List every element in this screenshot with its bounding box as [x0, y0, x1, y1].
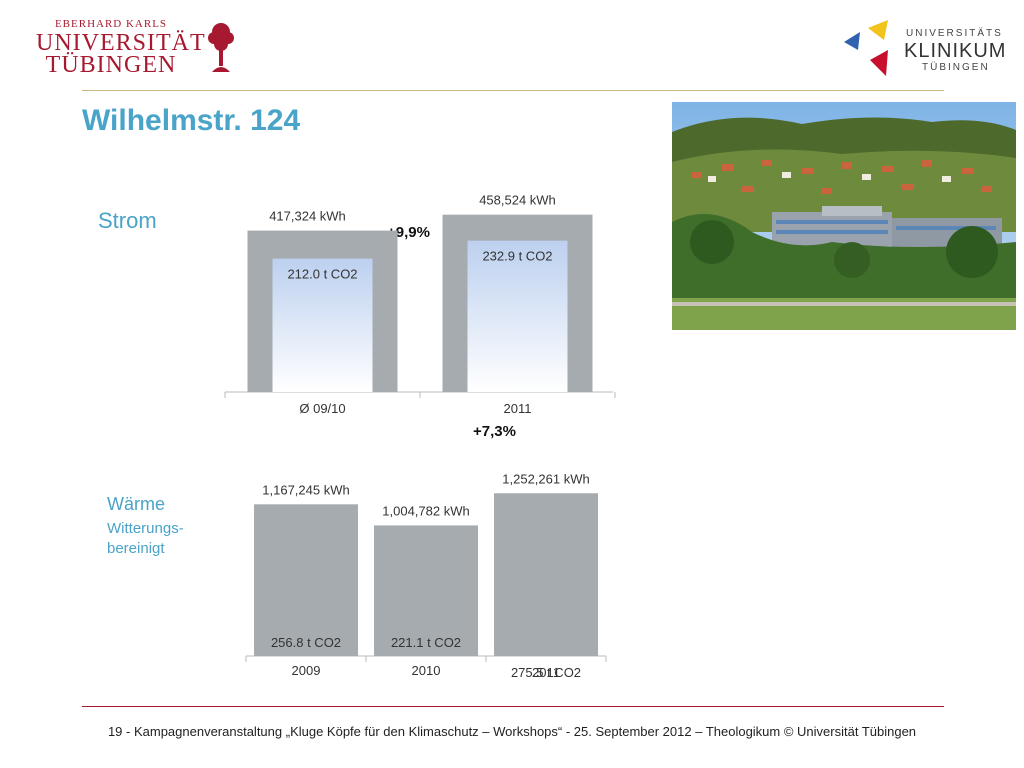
co2-data-label: 232.9 t CO2: [482, 249, 552, 264]
kwh-data-label: 417,324 kWh: [269, 209, 346, 224]
footer-text: 19 - Kampagnenveranstaltung „Kluge Köpfe…: [107, 724, 917, 739]
kwh-data-label: 458,524 kWh: [479, 195, 556, 208]
x-tick-label: 2011: [532, 665, 560, 680]
university-logo-line3: TÜBINGEN: [45, 52, 177, 78]
x-tick-label: Ø 09/10: [299, 401, 345, 416]
header-divider: [82, 90, 944, 91]
kwh-bar: [494, 493, 598, 656]
waerme-chart: 1,167,245 kWh 256.8 t CO2 2009 1,004,782 kW…: [245, 471, 607, 680]
klinikum-logo: UNIVERSITÄTS KLINIKUM TÜBINGEN: [840, 20, 1010, 80]
co2-bar: [272, 258, 373, 392]
strom-chart: 212.0 t CO2 417,324 kWh Ø 09/10 232.9 t CO2…: [224, 195, 616, 416]
kwh-data-label: 1,167,245 kWh: [262, 482, 349, 497]
strom-change-label: +9,9%: [387, 224, 430, 241]
co2-bar: [467, 240, 568, 392]
university-logo-line2: UNIVERSITÄT: [36, 30, 206, 56]
kwh-data-label: 1,252,261 kWh: [502, 471, 589, 486]
palm-tree-icon: [208, 23, 234, 72]
waerme-label: Wärme: [107, 494, 165, 514]
co2-data-label: 256.8 t CO2: [271, 635, 341, 650]
university-logo-line1: EBERHARD KARLS: [54, 18, 168, 30]
co2-data-label: 221.1 t CO2: [391, 635, 461, 650]
x-tick-label: 2011: [504, 401, 532, 416]
waerme-sublabel-line2: bereinigt: [107, 540, 165, 557]
klinikum-arrows-icon: [844, 20, 888, 76]
klinikum-logo-line1: UNIVERSITÄTS: [906, 28, 1003, 39]
x-tick-label: 2009: [292, 663, 321, 678]
page-title: Wilhelmstr. 124: [82, 104, 301, 137]
university-logo: EBERHARD KARLS UNIVERSITÄT TÜBINGEN: [36, 18, 246, 78]
strom-label: Strom: [98, 208, 157, 233]
klinikum-logo-line3: TÜBINGEN: [922, 62, 990, 73]
footer-divider: [82, 706, 944, 707]
co2-data-label: 275.5 t CO2: [511, 665, 581, 680]
kwh-bar: [254, 504, 358, 656]
co2-data-label: 212.0 t CO2: [287, 267, 357, 282]
klinikum-logo-line2: KLINIKUM: [904, 40, 1007, 62]
kwh-data-label: 1,004,782 kWh: [382, 503, 469, 518]
kwh-bar: [374, 525, 478, 656]
building-photo: [672, 102, 1016, 330]
waerme-change-label: +7,3%: [473, 423, 516, 440]
waerme-sublabel-line1: Witterungs-: [107, 520, 184, 537]
x-tick-label: 2010: [412, 663, 441, 678]
